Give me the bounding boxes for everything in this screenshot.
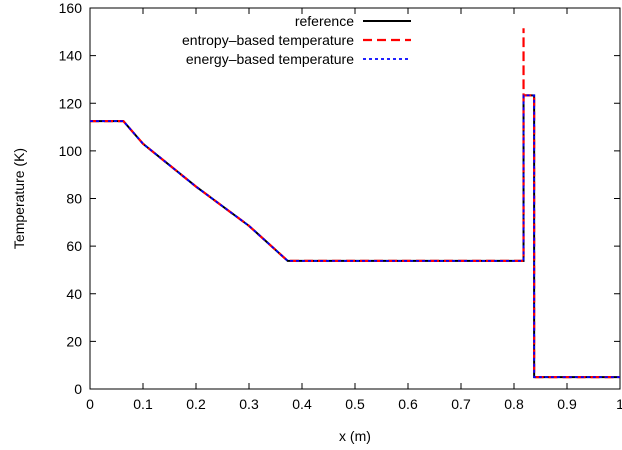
series-line-2 xyxy=(90,94,620,378)
legend-label: entropy–based temperature xyxy=(182,32,354,48)
y-tick-label: 60 xyxy=(66,238,82,254)
y-tick-label: 20 xyxy=(66,333,82,349)
x-tick-label: 0.8 xyxy=(504,396,524,412)
x-tick-label: 1 xyxy=(616,396,622,412)
y-tick-label: 160 xyxy=(59,0,83,16)
x-tick-label: 0.5 xyxy=(345,396,365,412)
y-tick-label: 40 xyxy=(66,286,82,302)
y-tick-label: 0 xyxy=(74,381,82,397)
series-line-1 xyxy=(90,28,620,379)
x-tick-label: 0.4 xyxy=(292,396,312,412)
legend: reference entropy–based temperature energy… xyxy=(182,13,411,67)
x-tick-label: 0.6 xyxy=(398,396,418,412)
x-tick-label: 0.7 xyxy=(451,396,471,412)
x-tick-label: 0.3 xyxy=(239,396,259,412)
series-line-0 xyxy=(90,94,620,379)
legend-label: reference xyxy=(295,13,354,29)
series-layer xyxy=(90,28,620,379)
plot-frame xyxy=(89,7,621,390)
x-axis-label: x (m) xyxy=(339,428,371,444)
y-tick-label: 80 xyxy=(66,191,82,207)
axis-ticks: 0 0.1 0.2 0.3 0.4 0.5 0.6 0.7 0.8 0.9 1 0 20 40 60 80 10… xyxy=(59,0,622,412)
x-tick-label: 0 xyxy=(86,396,94,412)
legend-label: energy–based temperature xyxy=(186,51,354,67)
x-tick-label: 0.2 xyxy=(186,396,206,412)
y-axis-label: Temperature (K) xyxy=(11,148,27,249)
y-tick-label: 100 xyxy=(59,143,83,159)
x-tick-label: 0.9 xyxy=(557,396,577,412)
x-tick-label: 0.1 xyxy=(133,396,153,412)
y-tick-label: 140 xyxy=(59,48,83,64)
y-tick-label: 120 xyxy=(59,95,83,111)
